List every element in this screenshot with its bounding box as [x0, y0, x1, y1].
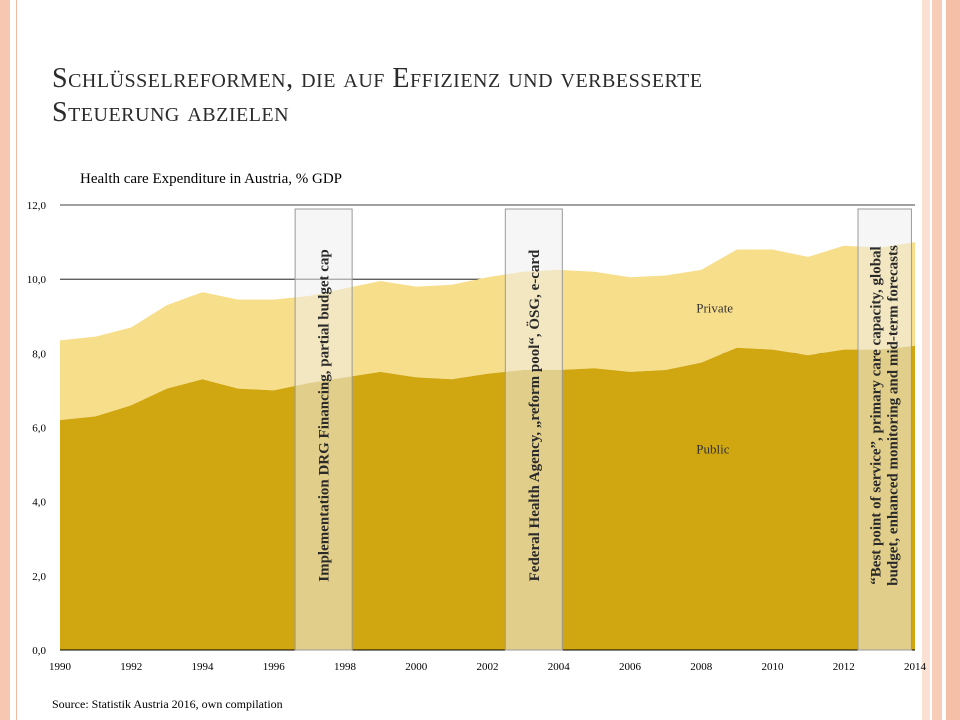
slide-title: Schlüsselreformen, die auf Effizienz und…: [52, 62, 922, 130]
reform-annotation: Federal Health Agency, „reform pool“, ÖS…: [526, 249, 543, 581]
reform-band: [504, 208, 563, 651]
x-tick-label: 1992: [120, 661, 142, 673]
reform-band: [857, 208, 912, 651]
x-tick-label: 1998: [334, 661, 357, 673]
series-label-private: Private: [696, 301, 733, 316]
slide-title-line-2: Steuerung abzielen: [52, 97, 290, 128]
y-tick-label: 4,0: [32, 497, 46, 509]
x-tick-label: 2000: [405, 661, 428, 673]
x-tick-label: 2014: [904, 661, 927, 673]
y-tick-label: 0,0: [32, 645, 46, 657]
y-tick-label: 6,0: [32, 423, 46, 435]
x-tick-label: 2006: [619, 661, 642, 673]
right-frame-stripe: [932, 0, 942, 720]
left-frame-stripe: [0, 0, 10, 720]
x-tick-label: 1990: [49, 661, 72, 673]
chart-title: Health care Expenditure in Austria, % GD…: [80, 171, 343, 187]
x-tick-label: 2002: [477, 661, 499, 673]
y-tick-label: 12,0: [27, 200, 47, 212]
series-area-public: [60, 345, 915, 650]
x-tick-label: 1994: [192, 661, 215, 673]
source-note: Source: Statistik Austria 2016, own comp…: [52, 697, 283, 711]
right-frame-stripe: [946, 0, 960, 720]
right-frame-stripe: [922, 0, 930, 720]
y-tick-label: 10,0: [27, 274, 47, 286]
x-tick-label: 1996: [263, 661, 286, 673]
slide-title-line-1: Schlüsselreformen, die auf Effizienz und…: [52, 63, 703, 94]
x-tick-label: 2008: [690, 661, 713, 673]
reform-annotation: Implementation DRG Financing, partial bu…: [317, 249, 333, 582]
reform-band: [294, 208, 353, 651]
x-tick-label: 2010: [762, 661, 785, 673]
left-frame-line: [16, 0, 17, 720]
reform-annotation: budget, enhanced monitoring and mid-term…: [886, 245, 902, 586]
y-tick-label: 2,0: [32, 571, 46, 583]
series-area-private: [60, 242, 915, 421]
series-label-public: Public: [696, 441, 729, 456]
x-tick-label: 2012: [833, 661, 855, 673]
x-tick-label: 2004: [548, 661, 571, 673]
y-tick-label: 8,0: [32, 348, 46, 360]
reform-annotation: “Best point of service”, primary care ca…: [869, 246, 885, 584]
